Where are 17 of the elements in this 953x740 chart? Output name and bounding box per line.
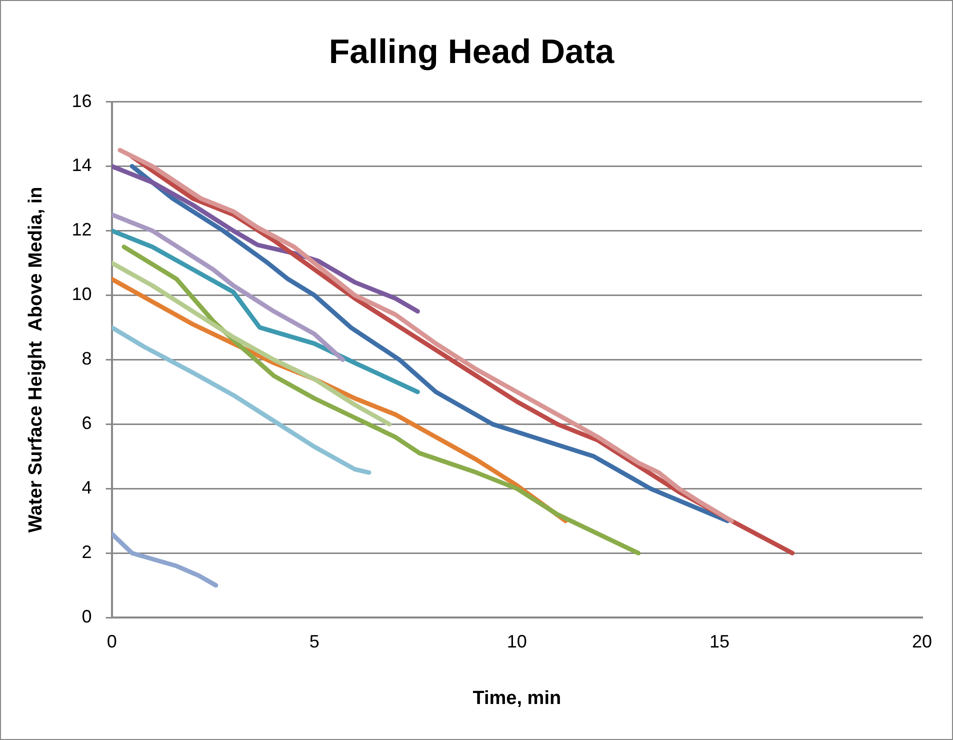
y-tick-label: 8 <box>82 348 92 369</box>
y-axis-title: Water Surface Height Above Media, in <box>26 186 47 533</box>
chart-title: Falling Head Data <box>328 32 616 71</box>
y-tick-label: 0 <box>82 606 92 627</box>
x-tick-label: 15 <box>709 631 730 652</box>
x-tick-label: 5 <box>309 631 320 652</box>
y-tick-label: 14 <box>72 155 92 176</box>
x-tick-label: 10 <box>506 631 527 652</box>
y-tick-label: 10 <box>72 284 92 304</box>
y-tick-label: 2 <box>82 542 92 562</box>
y-tick-label: 6 <box>82 413 92 434</box>
y-tick-label: 4 <box>82 478 92 498</box>
y-tick-label: 12 <box>72 220 92 240</box>
x-tick-label: 0 <box>106 631 117 652</box>
x-tick-label: 20 <box>912 631 932 652</box>
y-tick-label: 16 <box>72 90 92 111</box>
x-axis-title: Time, min <box>472 688 562 709</box>
